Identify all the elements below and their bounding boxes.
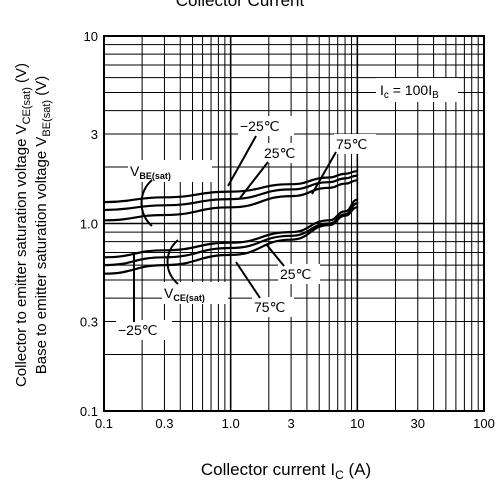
temp-label-75-bot: 75℃: [235, 261, 294, 317]
y-tick-label: 0.3: [80, 315, 98, 330]
temp-label-m25-bot: −25℃: [116, 254, 172, 340]
y-tick-label: 3: [91, 127, 98, 142]
series-line-vcesat-5: [103, 198, 358, 259]
vbe-group-label: VBE(sat): [128, 160, 212, 227]
vce-label-main: V: [164, 285, 174, 301]
x-tick-label: 30: [411, 416, 425, 431]
vbe-label-sub: BE(sat): [139, 171, 171, 181]
x-tick-labels: 0.1 0.3 1.0 3 10 30 100: [95, 416, 495, 431]
svg-text:−25℃: −25℃: [118, 322, 157, 338]
svg-text:25℃: 25℃: [280, 266, 311, 282]
chart-title: Collector Current: [176, 0, 305, 10]
series-line-vbesat-1: [103, 174, 358, 212]
vce-brace: [166, 239, 179, 285]
x-tick-label: 0.3: [155, 416, 173, 431]
condition-sub2: B: [432, 90, 439, 101]
grid: [103, 36, 484, 412]
series-line-vcesat-3: [103, 206, 358, 275]
x-tick-label: 10: [350, 416, 364, 431]
vbe-brace: [140, 179, 153, 227]
y-axis-label-be: Base to emitter saturation voltage VBE(s…: [33, 76, 53, 375]
svg-text:25℃: 25℃: [264, 145, 295, 161]
vce-group-label: VCE(sat): [162, 239, 228, 304]
vce-label-sub: CE(sat): [173, 293, 205, 303]
y-tick-label: 1.0: [80, 217, 98, 232]
x-tick-label: 100: [473, 416, 495, 431]
y-tick-labels: 0.1 0.3 1.0 3 10: [80, 29, 98, 419]
svg-text:75℃: 75℃: [336, 136, 367, 152]
x-tick-label: 1.0: [222, 416, 240, 431]
svg-text:75℃: 75℃: [254, 299, 285, 315]
svg-text:VBE(sat): VBE(sat): [130, 163, 171, 181]
temp-label-m25-top: −25℃: [227, 116, 294, 187]
series-group: [103, 165, 359, 275]
series-line-vbesat-0: [103, 170, 358, 204]
y-axis-label-ce: Collector to emitter saturation voltage …: [13, 63, 33, 387]
y-tick-label: 10: [84, 29, 98, 44]
temp-label-75-top: 75℃: [311, 134, 376, 195]
plot-frame: [103, 35, 485, 412]
svg-text:−25℃: −25℃: [240, 118, 279, 134]
temp-label-25-top: 25℃: [239, 143, 304, 199]
condition-label: Ic = 100IB: [376, 78, 458, 102]
condition-mid: = 100I: [389, 82, 432, 98]
series-line-vbesat-2: [103, 179, 358, 222]
condition-sub1: c: [384, 90, 389, 101]
series-line-vcesat-4: [103, 202, 358, 267]
y-tick-label: 0.1: [80, 404, 98, 419]
temp-label-25-bot: 25℃: [265, 243, 320, 284]
svg-text:VCE(sat): VCE(sat): [164, 285, 205, 303]
vbe-label-main: V: [130, 163, 140, 179]
svg-text:Ic = 100IB: Ic = 100IB: [380, 82, 439, 101]
x-tick-label: 3: [287, 416, 294, 431]
x-axis-label: Collector current IC (A): [201, 460, 371, 482]
condition-main: I: [380, 82, 384, 98]
x-tick-label: 0.1: [95, 416, 113, 431]
